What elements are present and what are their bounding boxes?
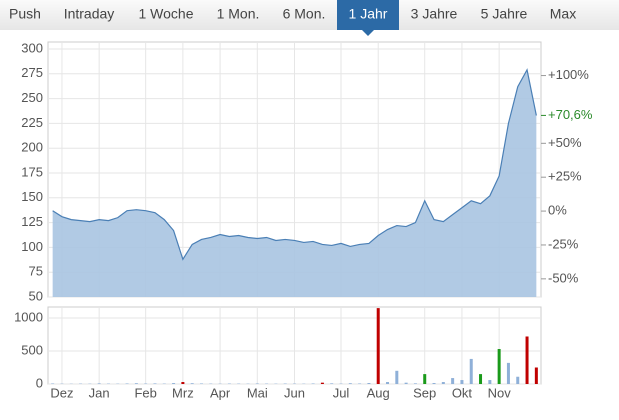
x-tick-label: Aug — [367, 385, 390, 400]
price-area — [52, 69, 537, 297]
volume-bar — [395, 370, 399, 384]
volume-bar — [134, 383, 138, 384]
volume-bar — [460, 380, 464, 384]
volume-bar — [441, 382, 445, 384]
y-tick-label: 275 — [21, 65, 43, 80]
y-tick-label: 75 — [29, 264, 43, 279]
y2-tick-label: 0% — [548, 203, 567, 218]
volume-bar — [199, 383, 203, 384]
tab[interactable]: 6 Mon. — [283, 6, 326, 22]
tab-bar — [0, 0, 619, 30]
current-value-label: +70,6% — [548, 107, 593, 122]
tab[interactable]: Intraday — [64, 6, 115, 22]
volume-bar — [255, 383, 259, 384]
volume-bar — [413, 383, 417, 384]
x-tick-label: Jan — [89, 385, 110, 400]
volume-bar — [153, 383, 157, 384]
y-tick-label: 250 — [21, 90, 43, 105]
x-tick-label: Mrz — [172, 385, 194, 400]
tab[interactable]: 5 Jahre — [481, 6, 528, 22]
tab[interactable]: Max — [550, 6, 576, 22]
y-tick-label: 225 — [21, 115, 43, 130]
volume-bar — [311, 383, 315, 384]
volume-bar — [376, 308, 380, 384]
x-tick-label: Mai — [247, 385, 268, 400]
volume-bar — [469, 358, 473, 384]
volume-bar — [97, 383, 101, 384]
y-tick-label: 50 — [29, 288, 43, 303]
volume-bar — [534, 367, 538, 384]
volume-bar — [516, 376, 520, 384]
y-tick-label: 150 — [21, 189, 43, 204]
volume-bar — [506, 362, 510, 384]
y2-tick-label: -25% — [548, 236, 579, 251]
volume-bar — [488, 380, 492, 384]
volume-bar — [367, 383, 371, 384]
volume-bar — [172, 383, 176, 384]
y-tick-label: 0 — [36, 375, 43, 390]
volume-bar — [358, 383, 362, 384]
y-tick-label: 125 — [21, 214, 43, 229]
x-tick-label: Jun — [284, 385, 305, 400]
y2-tick-label: -50% — [548, 270, 579, 285]
x-tick-label: Dez — [50, 385, 73, 400]
tab[interactable]: 1 Mon. — [217, 6, 260, 22]
tab[interactable]: 3 Jahre — [411, 6, 458, 22]
volume-bar — [423, 374, 427, 384]
y2-tick-label: +25% — [548, 169, 582, 184]
volume-bar — [497, 349, 501, 384]
x-tick-label: Okt — [452, 385, 473, 400]
y-tick-label: 300 — [21, 40, 43, 55]
active-pointer — [362, 30, 374, 36]
y-tick-label: 1000 — [14, 309, 43, 324]
y-tick-label: 100 — [21, 239, 43, 254]
x-tick-label: Jul — [333, 385, 350, 400]
x-tick-label: Sep — [413, 385, 436, 400]
y-tick-label: 175 — [21, 164, 43, 179]
price-line — [52, 68, 537, 261]
volume-bar — [404, 382, 408, 384]
volume-bar — [51, 383, 55, 384]
active-tab[interactable] — [337, 0, 399, 30]
volume-bar — [479, 374, 483, 384]
x-tick-label: Nov — [488, 385, 512, 400]
y-tick-label: 200 — [21, 140, 43, 155]
volume-bar — [125, 383, 129, 384]
volume-bar — [386, 382, 390, 384]
volume-bar — [330, 383, 334, 384]
y2-tick-label: +100% — [548, 67, 589, 82]
y-tick-label: 500 — [21, 342, 43, 357]
y2-tick-label: +50% — [548, 135, 582, 150]
volume-bar — [190, 383, 194, 384]
volume-bar — [432, 383, 436, 384]
volume-bar — [451, 378, 455, 384]
tab[interactable]: 1 Woche — [139, 6, 194, 22]
volume-bar — [320, 382, 324, 384]
volume-bar — [348, 383, 352, 384]
x-tick-label: Apr — [210, 385, 231, 400]
volume-bar — [181, 382, 185, 384]
volume-bar — [525, 336, 529, 384]
tab[interactable]: Push — [9, 6, 41, 22]
x-tick-label: Feb — [134, 385, 156, 400]
tab[interactable]: 1 Jahr — [349, 6, 388, 22]
